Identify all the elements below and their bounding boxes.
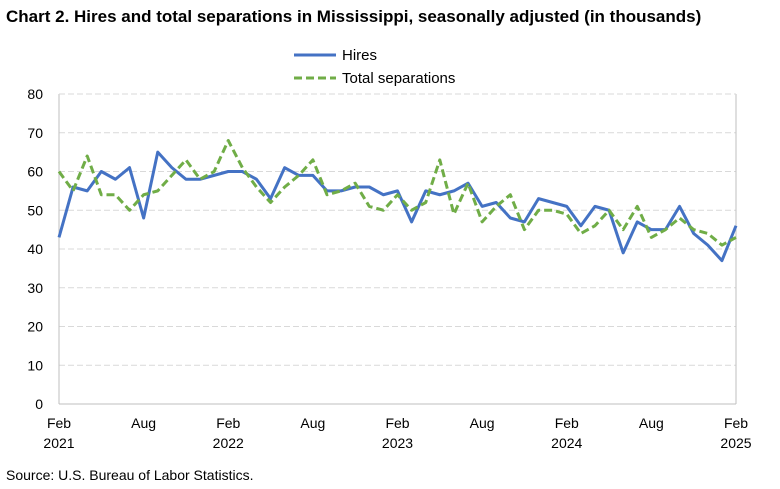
axes [58,93,737,405]
legend-label-total-separations: Total separations [342,70,455,87]
x-tick-month-label: Feb [47,415,71,431]
x-tick-year-label: 2024 [551,435,582,451]
y-tick-label: 30 [27,280,43,296]
series-line-hires [57,150,738,263]
x-tick-month-label: Feb [724,415,748,431]
y-tick-label: 0 [35,396,43,412]
chart-title: Chart 2. Hires and total separations in … [6,7,702,26]
x-tick-month-label: Aug [470,415,495,431]
y-axis-ticks: 0 10 20 30 40 50 60 70 80 [27,86,43,412]
source-note: Source: U.S. Bureau of Labor Statistics. [6,467,254,483]
x-tick-month-label: Feb [216,415,240,431]
series-lines [57,139,738,263]
x-tick-month-label: Aug [131,415,156,431]
x-tick-year-label: 2023 [382,435,413,451]
x-tick-month-label: Feb [555,415,579,431]
series-line-total-separations [57,139,737,247]
x-axis-ticks: Feb 2021 Aug Feb 2022 Aug Feb 2023 Aug Feb 2024 Aug… [43,415,751,451]
x-tick-month-label: Aug [300,415,325,431]
x-tick-year-label: 2022 [213,435,244,451]
x-tick-month-label: Feb [385,415,409,431]
y-tick-label: 20 [27,319,43,335]
y-tick-label: 60 [27,164,43,180]
y-tick-label: 50 [27,202,43,218]
y-tick-label: 40 [27,241,43,257]
x-tick-month-label: Aug [639,415,664,431]
legend: Hires Total separations [294,47,455,87]
x-tick-year-label: 2025 [720,435,751,451]
y-tick-label: 80 [27,86,43,102]
x-tick-year-label: 2021 [43,435,74,451]
legend-label-hires: Hires [342,47,377,64]
y-tick-label: 70 [27,125,43,141]
y-tick-label: 10 [27,357,43,373]
